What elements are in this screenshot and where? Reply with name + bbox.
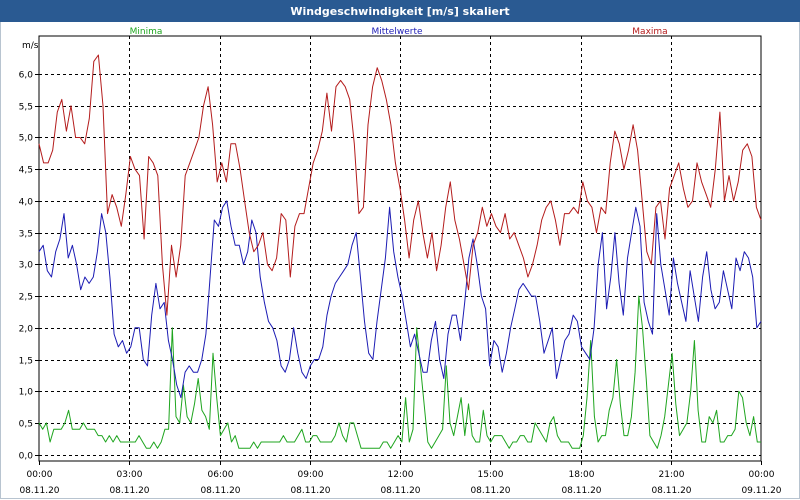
y-axis-label: m/s (22, 41, 39, 51)
y-tick-label: 4,0 (19, 198, 34, 208)
series-line-minima (38, 295, 761, 449)
y-tick-label: 5,0 (19, 134, 34, 144)
x-tick-date: 08.11.20 (109, 486, 149, 496)
y-axis: 0,0 0,5 1,0 1,5 2,0 2,5 3,0 3,5 4,0 4,5 5,0 5,5 6,0 (19, 71, 39, 462)
x-tick-date: 08.11.20 (290, 486, 330, 496)
y-tick-label: 0,5 (19, 420, 33, 430)
legend-item-minima: Minima (130, 27, 163, 37)
y-tick-label: 4,5 (19, 166, 33, 176)
x-tick-time: 09:00 (298, 470, 324, 480)
y-tick-label: 2,0 (19, 325, 34, 335)
legend: Minima Mittelwerte Maxima (130, 27, 668, 37)
x-tick-time: 15:00 (478, 470, 504, 480)
x-tick-time: 00:00 (749, 470, 775, 480)
legend-item-maxima: Maxima (632, 27, 667, 37)
x-tick-time: 03:00 (117, 470, 143, 480)
x-tick-date: 08.11.20 (561, 486, 601, 496)
x-tick-date: 08.11.20 (380, 486, 420, 496)
x-tick-time: 18:00 (569, 470, 595, 480)
x-tick-time: 00:00 (27, 470, 53, 480)
y-tick-label: 0,0 (19, 452, 34, 462)
x-tick-date: 08.11.20 (651, 486, 691, 496)
series-line-mittelwerte (38, 200, 762, 399)
series-lines (38, 54, 762, 449)
x-axis: 00:00 08.11.20 03:00 08.11.20 06:00 08.11.20 0… (19, 461, 782, 496)
x-tick-date: 08.11.20 (470, 486, 510, 496)
y-tick-label: 1,5 (19, 357, 33, 367)
x-tick-date: 08.11.20 (200, 486, 240, 496)
x-tick-date: 08.11.20 (19, 486, 59, 496)
window-title: Windgeschwindigkeit [m/s] skaliert (0, 0, 800, 22)
x-tick-time: 21:00 (659, 470, 685, 480)
legend-item-mittelwerte: Mittelwerte (371, 27, 422, 37)
x-tick-date: 09.11.20 (741, 486, 781, 496)
x-tick-time: 06:00 (208, 470, 234, 480)
x-tick-time: 12:00 (388, 470, 414, 480)
y-tick-label: 2,5 (19, 293, 33, 303)
series-line-maxima (38, 54, 762, 316)
y-tick-label: 3,0 (19, 261, 34, 271)
y-tick-label: 6,0 (19, 71, 34, 81)
y-tick-label: 3,5 (19, 230, 33, 240)
y-tick-label: 5,5 (19, 103, 33, 113)
y-tick-label: 1,0 (19, 388, 34, 398)
